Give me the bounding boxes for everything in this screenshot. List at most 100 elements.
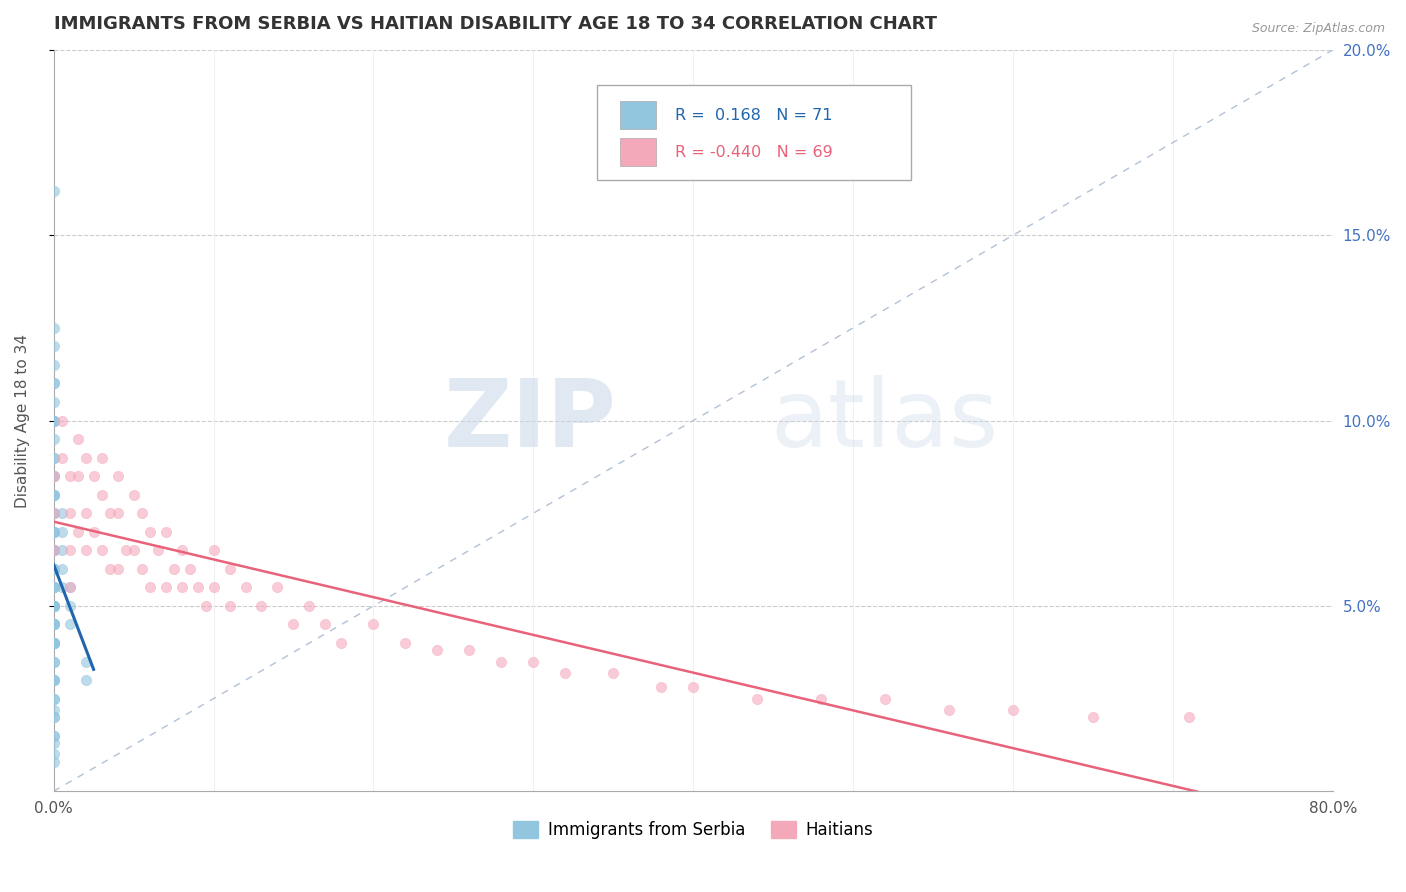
FancyBboxPatch shape	[598, 85, 911, 179]
Point	[202, 580, 225, 594]
Point	[42, 580, 65, 594]
Point	[107, 506, 129, 520]
Point	[75, 506, 97, 520]
Point	[42, 673, 65, 687]
Point	[42, 755, 65, 769]
Point	[42, 710, 65, 724]
Point	[42, 636, 65, 650]
Point	[170, 543, 193, 558]
Point	[650, 681, 672, 695]
Point	[42, 599, 65, 613]
Point	[42, 469, 65, 483]
Point	[42, 636, 65, 650]
Point	[75, 655, 97, 669]
Point	[42, 691, 65, 706]
Point	[131, 506, 153, 520]
Point	[330, 636, 353, 650]
Text: Source: ZipAtlas.com: Source: ZipAtlas.com	[1251, 22, 1385, 36]
Bar	[620, 138, 657, 166]
Point	[42, 673, 65, 687]
Point	[75, 543, 97, 558]
Point	[66, 524, 89, 539]
Point	[75, 450, 97, 465]
Point	[51, 506, 73, 520]
Point	[59, 580, 82, 594]
Point	[42, 562, 65, 576]
Point	[42, 413, 65, 427]
Point	[131, 562, 153, 576]
Point	[42, 599, 65, 613]
Point	[875, 691, 897, 706]
Point	[42, 450, 65, 465]
Point	[42, 729, 65, 743]
Point	[42, 747, 65, 762]
Point	[107, 469, 129, 483]
Point	[42, 321, 65, 335]
Point	[42, 469, 65, 483]
Point	[42, 543, 65, 558]
Point	[59, 617, 82, 632]
Point	[42, 358, 65, 372]
Point	[42, 524, 65, 539]
Point	[98, 562, 121, 576]
Point	[42, 506, 65, 520]
Point	[42, 691, 65, 706]
Point	[42, 617, 65, 632]
Point	[42, 599, 65, 613]
Point	[186, 580, 208, 594]
Point	[554, 665, 576, 680]
Point	[394, 636, 416, 650]
Text: atlas: atlas	[770, 375, 998, 467]
Point	[218, 599, 240, 613]
Point	[42, 524, 65, 539]
Point	[218, 562, 240, 576]
Point	[155, 580, 177, 594]
Point	[810, 691, 832, 706]
Point	[51, 413, 73, 427]
Point	[59, 506, 82, 520]
Point	[122, 543, 145, 558]
Point	[1178, 710, 1201, 724]
Point	[42, 736, 65, 750]
Point	[194, 599, 217, 613]
Point	[83, 524, 105, 539]
Point	[90, 488, 112, 502]
Point	[138, 580, 160, 594]
Point	[42, 729, 65, 743]
Point	[42, 580, 65, 594]
Point	[90, 543, 112, 558]
Point	[42, 655, 65, 669]
Point	[42, 636, 65, 650]
Point	[42, 562, 65, 576]
Point	[202, 543, 225, 558]
Point	[114, 543, 136, 558]
Point	[747, 691, 769, 706]
Point	[42, 432, 65, 446]
Point	[42, 580, 65, 594]
Point	[42, 710, 65, 724]
Point	[266, 580, 288, 594]
Point	[42, 413, 65, 427]
Point	[170, 580, 193, 594]
Text: R = -0.440   N = 69: R = -0.440 N = 69	[675, 145, 834, 160]
Point	[235, 580, 257, 594]
Point	[59, 469, 82, 483]
Point	[42, 636, 65, 650]
Point	[42, 543, 65, 558]
Point	[42, 488, 65, 502]
Point	[1081, 710, 1104, 724]
Point	[426, 643, 449, 657]
Point	[682, 681, 704, 695]
Point	[42, 488, 65, 502]
Point	[491, 655, 513, 669]
Point	[42, 703, 65, 717]
Point	[122, 488, 145, 502]
Point	[298, 599, 321, 613]
Point	[66, 432, 89, 446]
Point	[155, 524, 177, 539]
Point	[42, 395, 65, 409]
Point	[458, 643, 481, 657]
Point	[146, 543, 169, 558]
Point	[66, 469, 89, 483]
Point	[42, 617, 65, 632]
